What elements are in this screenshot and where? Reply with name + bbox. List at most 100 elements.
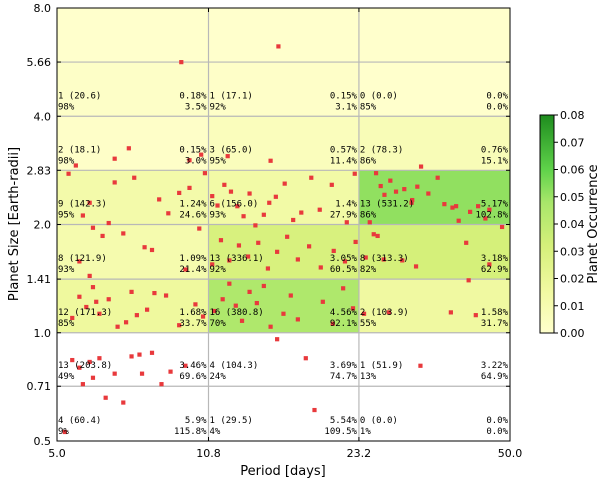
cell-label: 1.24% xyxy=(179,200,207,210)
planet-point xyxy=(499,224,505,230)
cell-label: 24% xyxy=(210,372,227,382)
planet-point xyxy=(70,315,75,321)
cell-label: 5.9% xyxy=(185,416,207,426)
y-tick-label: 5.66 xyxy=(27,56,52,69)
cell-label: 9% xyxy=(58,427,69,437)
planet-point xyxy=(137,352,142,357)
planet-point xyxy=(247,191,252,196)
cell-label: 16 (380.8) xyxy=(210,308,264,318)
cell-label: 0.0% xyxy=(486,91,508,101)
planet-point xyxy=(179,60,184,65)
planet-point xyxy=(409,200,414,205)
planet-point xyxy=(90,225,96,230)
planet-point xyxy=(402,187,407,192)
cell-label: 95% xyxy=(58,211,75,221)
cell-label: 93% xyxy=(58,265,75,275)
planet-point xyxy=(483,216,488,221)
planet-point xyxy=(183,363,188,368)
cell-label: 109.5% xyxy=(324,427,357,437)
planet-point xyxy=(199,152,204,157)
planet-point xyxy=(183,267,188,272)
cell-label: 4.56% xyxy=(330,308,358,318)
planet-point xyxy=(77,294,82,299)
planet-point xyxy=(166,211,171,216)
planet-point xyxy=(275,337,280,342)
planet-point xyxy=(418,363,423,368)
planet-point xyxy=(282,181,287,186)
heatmap-cell xyxy=(208,332,359,387)
planet-point xyxy=(129,289,134,294)
cell-label: 12 (171.3) xyxy=(58,308,112,318)
heatmap-cell xyxy=(208,116,359,171)
cell-label: 3.69% xyxy=(330,361,358,371)
y-tick-label: 4.0 xyxy=(34,110,52,123)
planet-point xyxy=(382,192,387,197)
y-tick-label: 0.71 xyxy=(27,380,52,393)
planet-point xyxy=(62,429,67,435)
planet-point xyxy=(66,171,71,176)
x-tick-label: 10.8 xyxy=(196,447,221,460)
planet-point xyxy=(307,244,312,249)
planet-point xyxy=(254,300,259,306)
cell-label: 0 (0.0) xyxy=(360,416,398,426)
colorbar-tick-label: 0.07 xyxy=(560,136,585,149)
planet-point xyxy=(361,311,367,316)
planet-point xyxy=(129,354,134,359)
cell-label: 0.76% xyxy=(481,145,509,155)
planet-point xyxy=(177,323,182,328)
planet-point xyxy=(123,320,129,325)
planet-point xyxy=(295,257,300,262)
planet-point xyxy=(121,231,126,236)
cell-label: 1 (17.1) xyxy=(210,91,253,101)
y-tick-label: 1.41 xyxy=(27,273,52,286)
planet-point xyxy=(265,266,271,271)
planet-point xyxy=(342,259,348,264)
planet-point xyxy=(121,400,126,405)
cell-label: 95% xyxy=(210,156,227,166)
planet-point xyxy=(87,273,92,279)
cell-label: 64.9% xyxy=(481,372,509,382)
y-tick-label: 2.0 xyxy=(34,219,52,232)
cell-label: 3.18% xyxy=(481,254,509,264)
cell-label: 82% xyxy=(360,265,377,275)
planet-point xyxy=(410,197,415,203)
planet-point xyxy=(103,395,108,400)
cell-label: 3.05% xyxy=(330,254,358,264)
cell-label: 49% xyxy=(58,372,75,382)
planet-point xyxy=(168,369,173,374)
planet-point xyxy=(177,190,182,196)
cell-label: 0.0% xyxy=(486,416,508,426)
cell-label: 0.18% xyxy=(179,91,207,101)
planet-point xyxy=(132,175,137,180)
cell-label: 11.4% xyxy=(330,156,358,166)
heatmap-cell xyxy=(208,170,359,225)
planet-point xyxy=(261,283,266,289)
planet-point xyxy=(220,297,225,302)
planet-point xyxy=(450,205,455,210)
cell-label: 74.7% xyxy=(330,372,358,382)
planet-point xyxy=(309,175,314,180)
cell-label: 102.8% xyxy=(475,211,508,221)
planet-point xyxy=(413,264,419,269)
heatmap-cell xyxy=(358,332,510,387)
planet-point xyxy=(318,265,323,270)
cell-label: 13 (336.1) xyxy=(210,254,264,264)
planet-point xyxy=(100,233,105,239)
planet-point xyxy=(341,286,346,291)
planet-point xyxy=(473,313,478,318)
planet-point xyxy=(197,226,202,231)
planet-point xyxy=(73,163,78,168)
planet-point xyxy=(415,184,420,189)
cell-label: 15.1% xyxy=(481,156,509,166)
cell-label: 9 (142.3) xyxy=(58,200,107,210)
planet-point xyxy=(227,258,232,263)
cell-label: 0.15% xyxy=(330,91,358,101)
cell-label: 33.7% xyxy=(179,319,207,329)
x-tick-label: 23.2 xyxy=(347,447,372,460)
planet-point xyxy=(126,146,131,151)
planet-point xyxy=(241,214,246,219)
colorbar-tick-label: 0.05 xyxy=(560,191,585,204)
heatmap-cell xyxy=(358,386,510,441)
planet-point xyxy=(90,375,96,380)
planet-point xyxy=(330,321,335,326)
